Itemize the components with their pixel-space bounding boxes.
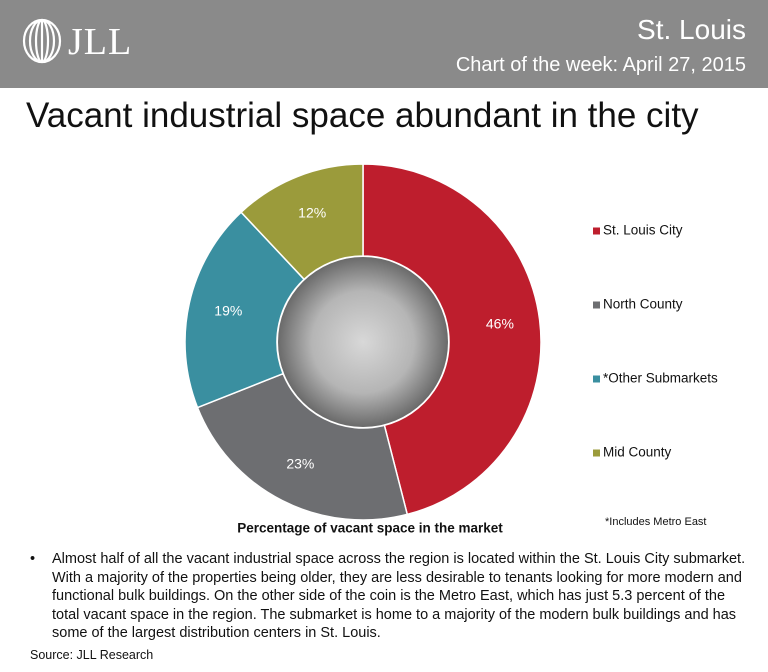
donut-slice: [362, 163, 542, 516]
center-photo: [278, 257, 448, 427]
bullet-dot: •: [30, 551, 36, 567]
legend-label: St. Louis City: [603, 223, 683, 238]
donut-slice: [240, 163, 364, 281]
logo-mark: [22, 18, 62, 64]
legend-swatch: [593, 301, 600, 309]
value-label: 23%: [286, 456, 314, 472]
legend-label: *Other Submarkets: [603, 371, 718, 386]
donut-slice: [196, 372, 409, 521]
legend-swatch: [593, 449, 600, 457]
legend-swatch: [593, 375, 600, 383]
footnote: *Includes Metro East: [605, 516, 707, 528]
value-label: 46%: [486, 315, 514, 331]
logo-text: JLL: [68, 21, 133, 63]
chart: 46% St. Louis City 23% North County 19% *Othe…: [184, 163, 718, 536]
donut-slice: [184, 211, 306, 409]
legend-label: North County: [603, 297, 683, 312]
legend-swatch: [593, 227, 600, 235]
legend-label: Mid County: [603, 445, 672, 460]
header-subtitle: Chart of the week: April 27, 2015: [455, 54, 746, 76]
value-label: 12%: [298, 204, 326, 220]
source: Source: JLL Research: [30, 648, 154, 662]
header-title: St. Louis: [637, 14, 746, 45]
value-label: 19%: [214, 303, 242, 319]
bullet: • Almost half of all the vacant industri…: [30, 550, 750, 643]
chart-caption: Percentage of vacant space in the market: [237, 521, 503, 536]
body-text: Almost half of all the vacant industrial…: [52, 551, 746, 641]
headline: Vacant industrial space abundant in the …: [26, 96, 699, 135]
header-band: JLL St. Louis Chart of the week: April 2…: [0, 0, 768, 88]
